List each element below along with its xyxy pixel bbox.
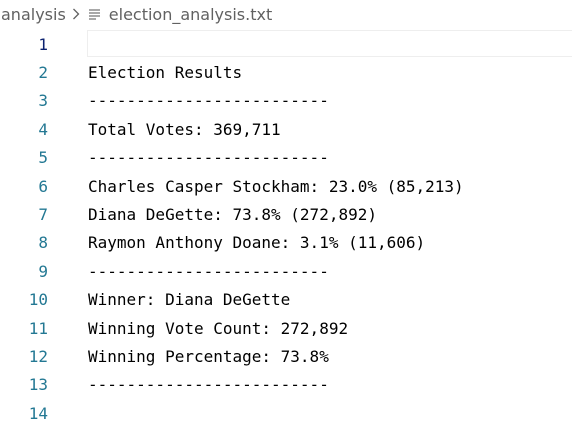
line-text[interactable]: Election Results [88, 63, 243, 83]
breadcrumb: analysis election_analysis.txt [0, 0, 572, 28]
editor[interactable]: 1 2 Election Results 3 -----------------… [0, 30, 572, 427]
line-number: 4 [38, 119, 48, 139]
line-text[interactable]: Winning Vote Count: 272,892 [88, 318, 349, 338]
breadcrumb-file[interactable]: election_analysis.txt [108, 4, 273, 24]
editor-line[interactable]: 14 [0, 399, 572, 427]
line-number: 8 [38, 233, 48, 253]
chevron-right-icon [72, 8, 80, 20]
editor-line[interactable]: 1 [0, 30, 572, 58]
line-text[interactable]: ------------------------- [88, 148, 329, 168]
editor-line[interactable]: 5 ------------------------- [0, 144, 572, 172]
line-text[interactable]: Raymon Anthony Doane: 3.1% (11,606) [88, 233, 426, 253]
line-text[interactable]: Winner: Diana DeGette [88, 290, 291, 310]
editor-line[interactable]: 8 Raymon Anthony Doane: 3.1% (11,606) [0, 229, 572, 257]
editor-line[interactable]: 10 Winner: Diana DeGette [0, 286, 572, 314]
line-text[interactable]: Diana DeGette: 73.8% (272,892) [88, 205, 377, 225]
line-number: 11 [28, 318, 48, 338]
line-number: 3 [38, 91, 48, 111]
editor-line[interactable]: 2 Election Results [0, 58, 572, 86]
text-file-icon [88, 8, 101, 20]
line-text[interactable]: Winning Percentage: 73.8% [88, 346, 329, 366]
editor-line[interactable]: 7 Diana DeGette: 73.8% (272,892) [0, 200, 572, 228]
line-number: 10 [28, 290, 48, 310]
line-number: 9 [38, 261, 48, 281]
line-number: 1 [38, 34, 48, 54]
editor-line[interactable]: 9 ------------------------- [0, 257, 572, 285]
editor-line[interactable]: 11 Winning Vote Count: 272,892 [0, 314, 572, 342]
breadcrumb-folder[interactable]: analysis [1, 4, 66, 24]
line-number: 6 [38, 176, 48, 196]
editor-line[interactable]: 13 ------------------------- [0, 371, 572, 399]
line-text[interactable]: ------------------------- [88, 91, 329, 111]
line-number: 12 [28, 346, 48, 366]
line-number: 5 [38, 148, 48, 168]
current-line-highlight [87, 30, 572, 57]
line-number: 14 [28, 403, 48, 423]
editor-line[interactable]: 4 Total Votes: 369,711 [0, 115, 572, 143]
line-text[interactable]: ------------------------- [88, 375, 329, 395]
line-number: 7 [38, 205, 48, 225]
line-number: 2 [38, 63, 48, 83]
editor-line[interactable]: 6 Charles Casper Stockham: 23.0% (85,213… [0, 172, 572, 200]
line-number: 13 [28, 375, 48, 395]
line-text[interactable]: Total Votes: 369,711 [88, 119, 281, 139]
editor-line[interactable]: 3 ------------------------- [0, 87, 572, 115]
editor-line[interactable]: 12 Winning Percentage: 73.8% [0, 342, 572, 370]
line-text[interactable]: Charles Casper Stockham: 23.0% (85,213) [88, 176, 464, 196]
line-text[interactable]: ------------------------- [88, 261, 329, 281]
